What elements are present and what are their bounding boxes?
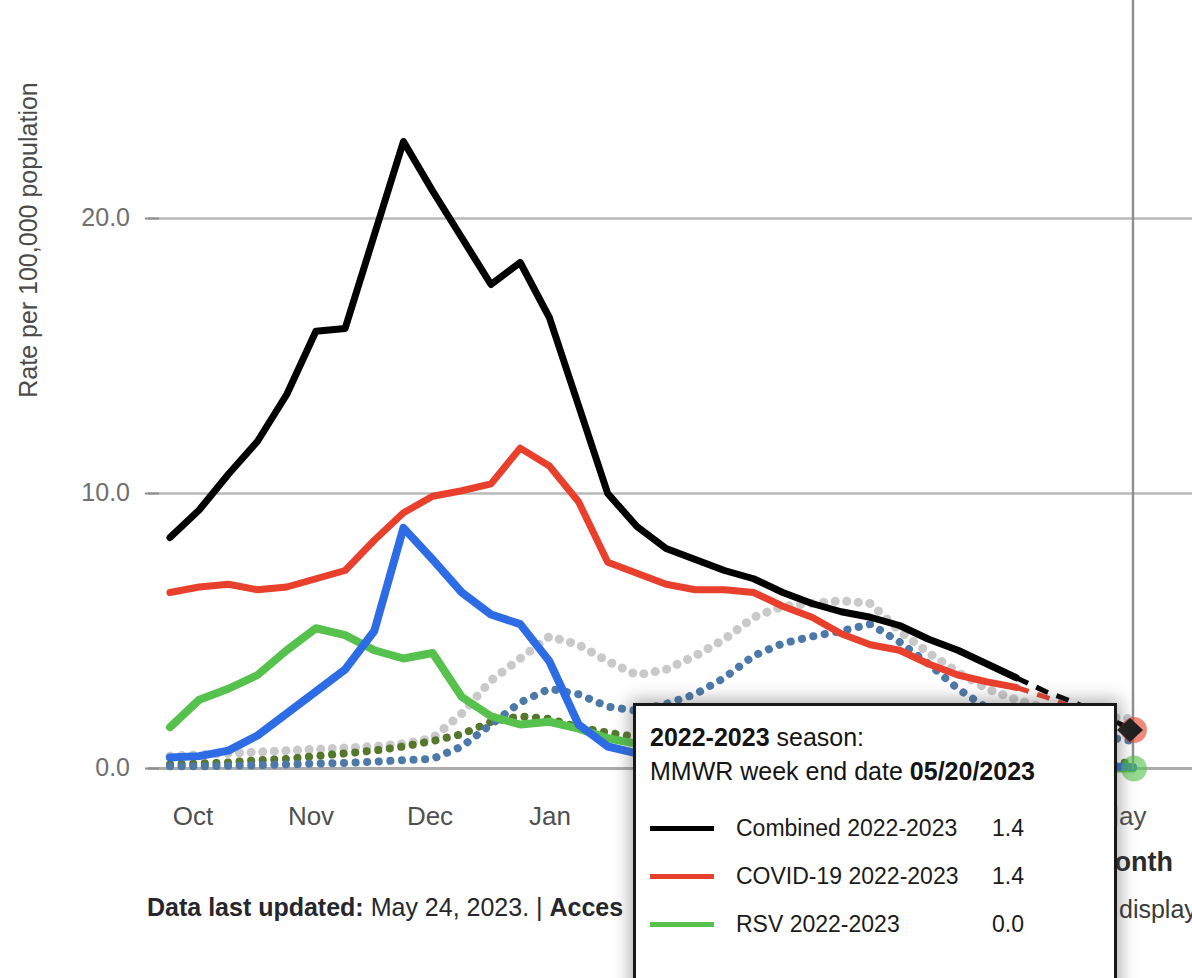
tooltip-row: Combined 2022-20231.4 xyxy=(650,804,1100,852)
y-tick-20: 20.0 xyxy=(38,203,130,232)
series-line-swatch-icon xyxy=(650,874,714,879)
chart-hover-tooltip: 2022-2023 season: MMWR week end date 05/… xyxy=(633,703,1117,978)
tooltip-series-rows: Combined 2022-20231.4COVID-19 2022-20231… xyxy=(650,804,1100,948)
tooltip-week-line: MMWR week end date 05/20/2023 xyxy=(650,754,1100,788)
footer-note-fragment: display xyxy=(1119,895,1192,924)
footer-accessible-label-fragment: Acces xyxy=(549,893,623,921)
footer-updated-label: Data last updated: xyxy=(147,893,364,921)
x-tick-dec: Dec xyxy=(407,801,453,832)
footer-updated-date: May 24, 2023. | xyxy=(364,893,550,921)
series-value: 1.4 xyxy=(992,863,1024,890)
y-tick-0: 0.0 xyxy=(38,753,130,782)
footer-data-note: Data last updated: May 24, 2023. | Acces xyxy=(147,893,623,922)
hover-marker-circle xyxy=(1121,756,1147,782)
tooltip-season-value: 2022-2023 xyxy=(650,723,770,751)
tooltip-row: RSV 2022-20230.0 xyxy=(650,900,1100,948)
x-tick-nov: Nov xyxy=(288,801,334,832)
series-line-swatch-icon xyxy=(650,826,714,831)
series-name: Combined 2022-2023 xyxy=(736,815,992,842)
series-value: 1.4 xyxy=(992,815,1024,842)
series-name: RSV 2022-2023 xyxy=(736,911,992,938)
resp-net-chart-page: { "y_axis": { "title": "Rate per 100,000… xyxy=(0,0,1192,978)
series-value: 0.0 xyxy=(992,911,1024,938)
x-tick-jan: Jan xyxy=(529,801,571,832)
tooltip-row: COVID-19 2022-20231.4 xyxy=(650,852,1100,900)
tooltip-season-line: 2022-2023 season: xyxy=(650,720,1100,754)
series-line-solid xyxy=(170,142,1016,678)
y-tick-10: 10.0 xyxy=(38,478,130,507)
y-axis-title: Rate per 100,000 population xyxy=(14,48,46,432)
series-name: COVID-19 2022-2023 xyxy=(736,863,992,890)
x-tick-oct: Oct xyxy=(173,801,213,832)
tooltip-week-end-date: 05/20/2023 xyxy=(910,757,1035,785)
series-line-swatch-icon xyxy=(650,922,714,927)
